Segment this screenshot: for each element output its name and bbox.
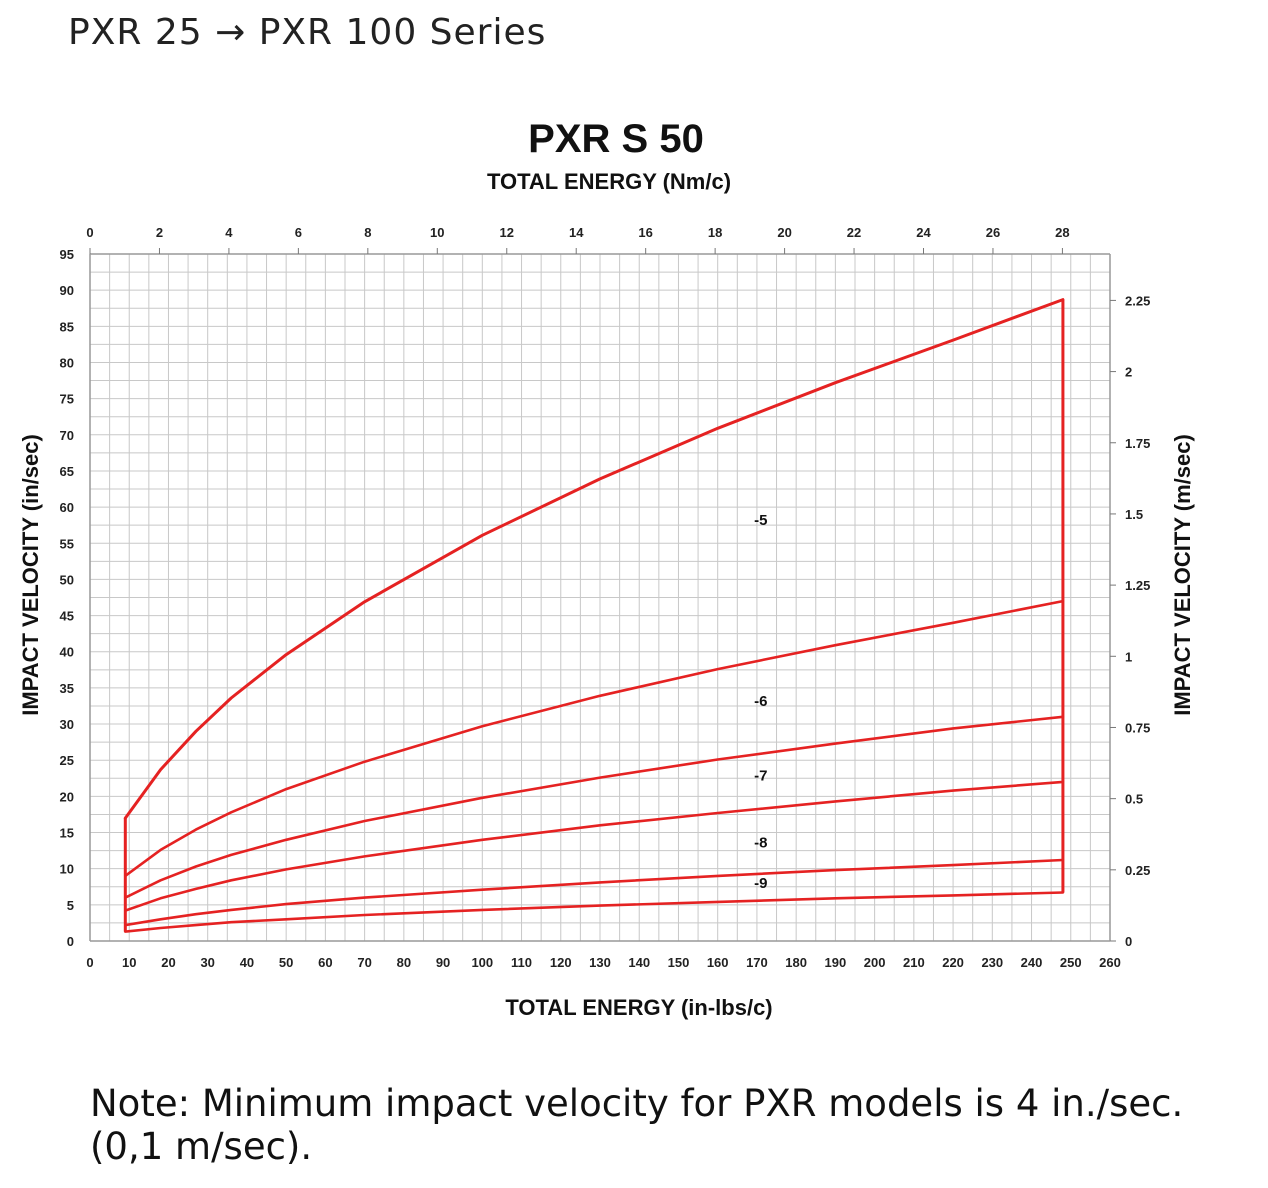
y-tick-label: 5: [67, 898, 74, 913]
x-tick-label: 210: [903, 955, 925, 970]
right-y-tick-label: 0: [1125, 934, 1132, 949]
y-tick-label: 75: [60, 392, 74, 407]
y-tick-label: 35: [60, 681, 74, 696]
top-x-tick-label: 22: [847, 225, 861, 240]
x-tick-label: 10: [122, 955, 136, 970]
right-y-tick-label: 1.75: [1125, 436, 1150, 451]
x-tick-label: 150: [668, 955, 690, 970]
tick-labels: 0 10 20 30 40 50 60 70 80 90 100 110 120 130 140 150 160…: [60, 225, 1151, 970]
y-tick-label: 60: [60, 500, 74, 515]
top-x-tick-label: 2: [156, 225, 163, 240]
x-tick-label: 30: [200, 955, 214, 970]
curve-label: -6: [754, 693, 767, 710]
chart-title: PXR S 50: [528, 117, 704, 161]
y-tick-label: 0: [67, 934, 74, 949]
top-x-tick-label: 24: [916, 225, 931, 240]
x-tick-label: 50: [279, 955, 293, 970]
top-x-tick-label: 20: [777, 225, 791, 240]
y-tick-label: 25: [60, 753, 74, 768]
right-y-tick-label: 1: [1125, 649, 1132, 664]
x-tick-label: 90: [436, 955, 450, 970]
right-y-axis-title: IMPACT VELOCITY (m/sec): [1170, 434, 1195, 716]
y-tick-label: 10: [60, 862, 74, 877]
impact-velocity-chart: PXR S 50 TOTAL ENERGY (Nm/c) 0 10 20 30 40 50…: [18, 117, 1195, 1020]
right-y-tick-label: 2.25: [1125, 293, 1150, 308]
x-tick-label: 40: [240, 955, 254, 970]
top-x-tick-label: 0: [86, 225, 93, 240]
top-axis-title: TOTAL ENERGY (Nm/c): [487, 169, 731, 194]
x-tick-label: 20: [161, 955, 175, 970]
top-x-tick-label: 18: [708, 225, 722, 240]
y-tick-label: 85: [60, 319, 74, 334]
top-x-tick-label: 8: [364, 225, 371, 240]
y-tick-label: 20: [60, 789, 74, 804]
series-curve-2: [124, 599, 1065, 878]
series-curve-3: [124, 715, 1065, 899]
y-axis-title: IMPACT VELOCITY (in/sec): [18, 434, 43, 716]
y-tick-label: 55: [60, 536, 74, 551]
footnote: Note: Minimum impact velocity for PXR mo…: [90, 1082, 1184, 1168]
x-tick-label: 180: [785, 955, 807, 970]
right-y-tick-label: 1.25: [1125, 578, 1150, 593]
top-x-tick-label: 28: [1055, 225, 1069, 240]
x-tick-label: 70: [357, 955, 371, 970]
x-tick-label: 140: [628, 955, 650, 970]
x-tick-label: 0: [86, 955, 93, 970]
x-tick-label: 200: [864, 955, 886, 970]
y-tick-label: 45: [60, 609, 74, 624]
y-tick-label: 65: [60, 464, 74, 479]
x-tick-label: 170: [746, 955, 768, 970]
curve-labels: -5 -6 -7 -8 -9: [754, 512, 767, 892]
x-tick-label: 80: [397, 955, 411, 970]
y-tick-label: 90: [60, 283, 74, 298]
x-tick-label: 190: [825, 955, 847, 970]
y-tick-label: 70: [60, 428, 74, 443]
series-curves: [123, 298, 1065, 933]
x-tick-label: 130: [589, 955, 611, 970]
x-tick-label: 250: [1060, 955, 1082, 970]
right-y-tick-label: 1.5: [1125, 507, 1143, 522]
top-x-tick-label: 10: [430, 225, 444, 240]
x-tick-label: 160: [707, 955, 729, 970]
y-tick-label: 95: [60, 247, 74, 262]
right-y-tick-label: 0.5: [1125, 792, 1143, 807]
right-y-tick-label: 0.25: [1125, 863, 1150, 878]
x-tick-label: 60: [318, 955, 332, 970]
x-tick-label: 220: [942, 955, 964, 970]
x-tick-label: 110: [511, 955, 532, 970]
x-axis-title: TOTAL ENERGY (in-lbs/c): [505, 995, 772, 1020]
top-x-tick-label: 6: [295, 225, 302, 240]
x-tick-label: 120: [550, 955, 572, 970]
top-x-tick-label: 26: [986, 225, 1000, 240]
y-tick-label: 50: [60, 572, 74, 587]
series-curve-4: [124, 780, 1065, 912]
curve-label: -5: [754, 512, 767, 529]
grid-lines: [89, 253, 1111, 942]
series-header: PXR 25 → PXR 100 Series: [68, 12, 547, 53]
curve-label: -8: [754, 835, 767, 852]
x-tick-label: 260: [1099, 955, 1121, 970]
series-curve-6: [124, 891, 1065, 933]
right-y-tick-label: 2: [1125, 365, 1132, 380]
right-y-tick-label: 0.75: [1125, 720, 1150, 735]
series-curve-5: [124, 858, 1065, 927]
x-tick-label: 230: [981, 955, 1003, 970]
top-x-tick-label: 14: [569, 225, 584, 240]
y-tick-label: 30: [60, 717, 74, 732]
x-tick-label: 240: [1021, 955, 1043, 970]
y-tick-label: 80: [60, 355, 74, 370]
curve-label: -9: [754, 875, 767, 892]
curve-label: -7: [754, 767, 767, 784]
top-x-tick-label: 12: [500, 225, 514, 240]
y-tick-label: 15: [60, 826, 74, 841]
y-tick-label: 40: [60, 645, 74, 660]
x-tick-label: 100: [471, 955, 493, 970]
top-x-tick-label: 16: [638, 225, 652, 240]
series-curve-1: [123, 298, 1065, 820]
top-x-tick-label: 4: [225, 225, 233, 240]
